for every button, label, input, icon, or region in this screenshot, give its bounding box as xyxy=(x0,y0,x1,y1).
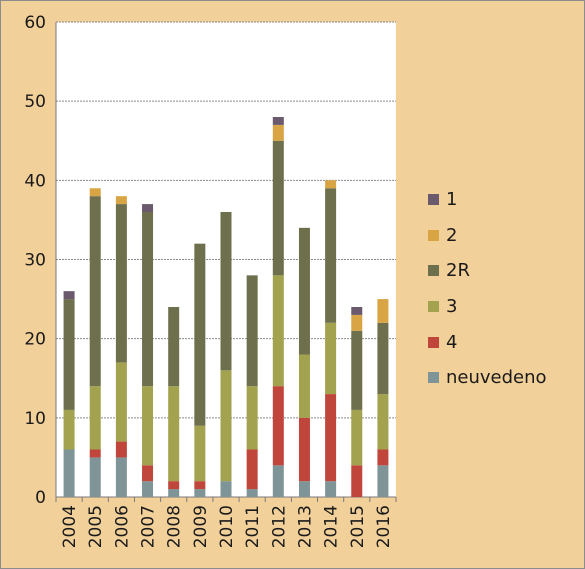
bar-segment-4 xyxy=(89,449,101,458)
x-tick-label: 2008 xyxy=(165,505,185,548)
x-tick-label: 2009 xyxy=(191,505,211,548)
bar-segment-3 xyxy=(377,394,389,450)
legend-label: 2 xyxy=(446,224,458,246)
bar-segment-4 xyxy=(351,465,363,497)
x-tick-label: 2015 xyxy=(348,505,368,548)
bar-segment-2 xyxy=(89,188,101,197)
x-tick-label: 2012 xyxy=(269,505,289,548)
bar-segment-neuvedeno xyxy=(194,489,206,497)
x-tick-label: 2004 xyxy=(60,505,80,548)
bar-segment-3 xyxy=(115,362,127,442)
bar-segment-neuvedeno xyxy=(246,489,258,497)
bar-segment-2R xyxy=(351,330,363,410)
bar-segment-3 xyxy=(89,386,101,450)
bar-segment-1 xyxy=(63,291,75,300)
legend: 1 2 2R 3 4 neuvedeno xyxy=(428,182,547,396)
bar-segment-4 xyxy=(325,394,337,482)
legend-item: 2R xyxy=(428,253,547,289)
bar-segment-2R xyxy=(115,204,127,363)
bar-segment-2R xyxy=(325,188,337,323)
legend-item: 1 xyxy=(428,182,547,218)
x-tick-label: 2006 xyxy=(112,505,132,548)
bar-segment-3 xyxy=(246,386,258,450)
legend-label: 3 xyxy=(446,296,458,318)
legend-swatch xyxy=(428,336,439,348)
bar-segment-neuvedeno xyxy=(272,465,284,497)
bar-segment-2 xyxy=(115,196,127,205)
bar-segment-neuvedeno xyxy=(168,489,180,497)
bar-segment-3 xyxy=(351,409,363,466)
y-tick-label: 0 xyxy=(35,488,46,508)
bar-segment-2 xyxy=(325,180,337,189)
bar-segment-3 xyxy=(63,409,75,450)
bar-segment-neuvedeno xyxy=(377,465,389,497)
bar-segment-1 xyxy=(142,204,154,212)
bar-segment-4 xyxy=(142,465,154,482)
bar-segment-3 xyxy=(168,386,180,482)
bar-segment-4 xyxy=(115,441,127,458)
y-tick-label: 10 xyxy=(24,409,46,429)
y-tick-label: 40 xyxy=(24,171,46,191)
bar-segment-2R xyxy=(272,140,284,276)
y-tick-label: 50 xyxy=(24,92,46,112)
bar-segment-3 xyxy=(220,370,232,482)
legend-label: neuvedeno xyxy=(446,367,547,389)
bar-segment-3 xyxy=(325,322,337,395)
bar-segment-4 xyxy=(298,417,310,482)
legend-swatch xyxy=(428,301,439,313)
y-tick-label: 30 xyxy=(24,251,46,271)
bar-segment-neuvedeno xyxy=(220,481,232,497)
legend-label: 4 xyxy=(446,331,458,353)
bar-segment-4 xyxy=(246,449,258,490)
bar-segment-3 xyxy=(272,275,284,387)
legend-item: 4 xyxy=(428,324,547,360)
legend-label: 1 xyxy=(446,189,458,211)
x-tick-label: 2005 xyxy=(86,505,106,548)
x-tick-label: 2007 xyxy=(139,505,159,548)
legend-item: 3 xyxy=(428,289,547,325)
bar-segment-4 xyxy=(377,449,389,466)
bar-segment-neuvedeno xyxy=(298,481,310,497)
bar-segment-2 xyxy=(272,124,284,141)
bar-segment-2R xyxy=(142,212,154,387)
x-tick-label: 2013 xyxy=(295,505,315,548)
bar-segment-2 xyxy=(351,314,363,331)
bar-segment-2R xyxy=(63,299,75,410)
bar-segment-2R xyxy=(168,307,180,387)
y-tick-label: 20 xyxy=(24,330,46,350)
legend-swatch xyxy=(428,229,439,241)
bar-segment-1 xyxy=(272,117,284,125)
bar-segment-2R xyxy=(194,243,206,426)
bar-segment-neuvedeno xyxy=(325,481,337,497)
bar-segment-2 xyxy=(377,299,389,323)
bar-segment-2R xyxy=(246,275,258,387)
legend-item: neuvedeno xyxy=(428,360,547,396)
bar-segment-4 xyxy=(194,481,206,490)
legend-item: 2 xyxy=(428,218,547,254)
legend-label: 2R xyxy=(446,260,470,282)
bar-segment-4 xyxy=(168,481,180,490)
bar-segment-2R xyxy=(220,212,232,371)
bar-segment-3 xyxy=(298,354,310,418)
x-tick-label: 2016 xyxy=(374,505,394,548)
legend-swatch xyxy=(428,372,439,384)
bar-segment-2R xyxy=(89,196,101,387)
x-tick-label: 2010 xyxy=(217,505,237,548)
legend-swatch xyxy=(428,265,439,277)
bar-segment-1 xyxy=(351,307,363,315)
x-tick-label: 2011 xyxy=(243,505,263,548)
bar-segment-2R xyxy=(377,322,389,395)
bar-segment-neuvedeno xyxy=(89,457,101,497)
bar-segment-4 xyxy=(272,386,284,466)
bar-segment-3 xyxy=(194,425,206,482)
legend-swatch xyxy=(428,194,439,206)
x-tick-label: 2014 xyxy=(322,505,342,548)
bar-segment-3 xyxy=(142,386,154,466)
y-tick-label: 60 xyxy=(24,13,46,33)
bar-segment-2R xyxy=(298,227,310,355)
bar-segment-neuvedeno xyxy=(115,457,127,497)
bar-segment-neuvedeno xyxy=(63,449,75,497)
bar-segment-neuvedeno xyxy=(142,481,154,497)
